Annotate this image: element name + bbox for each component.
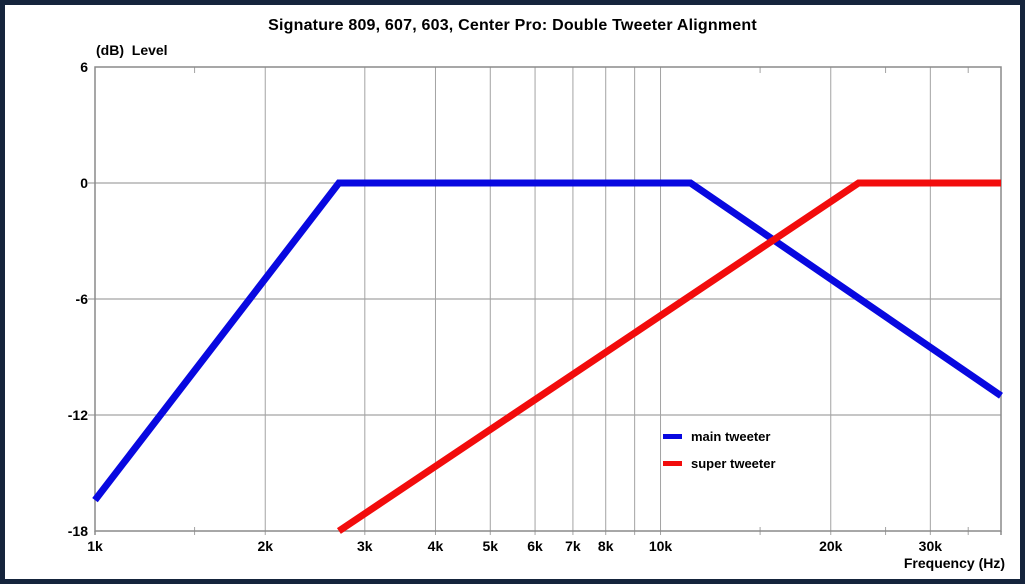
y-tick-label: -12 bbox=[67, 406, 88, 423]
chart-title: Signature 809, 607, 603, Center Pro: Dou… bbox=[268, 17, 757, 34]
y-tick-label: 0 bbox=[80, 174, 88, 191]
plot-border bbox=[94, 66, 1002, 535]
x-tick-label: 30k bbox=[918, 538, 943, 554]
legend: main tweeter super tweeter bbox=[663, 423, 776, 477]
x-tick-label: 8k bbox=[597, 538, 614, 554]
x-tick-label: 20k bbox=[819, 538, 843, 554]
x-tick-label: 3k bbox=[357, 538, 373, 554]
legend-item: super tweeter bbox=[663, 450, 776, 477]
y-tick-label: -18 bbox=[67, 522, 88, 539]
series-super-tweeter bbox=[336, 179, 1001, 534]
x-axis-label: Frequency (Hz) bbox=[903, 555, 1005, 571]
legend-item: main tweeter bbox=[663, 423, 776, 450]
x-tick-label: 7k bbox=[565, 538, 581, 554]
x-tick-label: 10k bbox=[648, 538, 673, 554]
legend-label: main tweeter bbox=[691, 429, 771, 444]
legend-swatch-icon bbox=[663, 434, 682, 439]
x-tick-label: 4k bbox=[427, 538, 444, 554]
series-main-tweeter bbox=[92, 179, 1003, 503]
y-axis-label: (dB) Level bbox=[96, 42, 168, 58]
y-tick-label: -6 bbox=[75, 290, 88, 307]
x-tick-label: 5k bbox=[482, 538, 499, 554]
series-line-main-tweeter bbox=[92, 179, 1003, 503]
y-tick-label: 6 bbox=[80, 58, 88, 75]
x-tick-label: 6k bbox=[527, 538, 543, 554]
x-tick-label: 2k bbox=[257, 538, 274, 554]
series-line-super-tweeter bbox=[336, 179, 1001, 534]
minor-ticks bbox=[194, 67, 969, 535]
vertical-gridlines bbox=[94, 67, 931, 535]
x-tick-label: 1k bbox=[87, 538, 103, 554]
legend-swatch-icon bbox=[663, 461, 682, 466]
legend-label: super tweeter bbox=[691, 456, 776, 471]
